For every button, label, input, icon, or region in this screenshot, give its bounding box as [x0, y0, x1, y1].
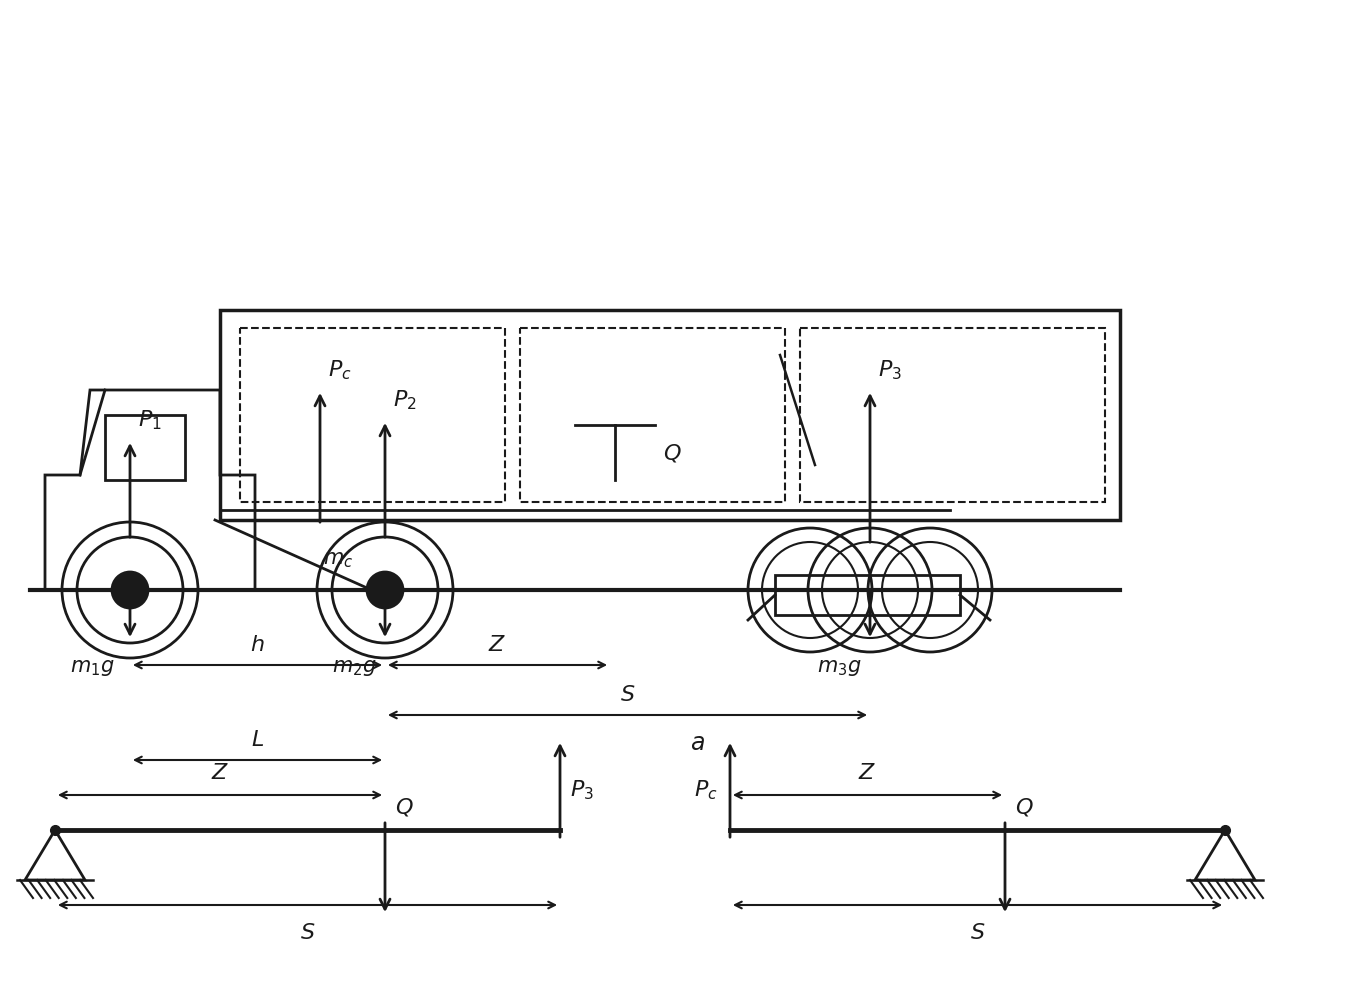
Text: $P_3$: $P_3$	[878, 358, 902, 382]
Bar	[520, 328, 785, 502]
Text: $Z$: $Z$	[489, 635, 507, 655]
Text: $P_c$: $P_c$	[694, 778, 717, 802]
Text: $Q$: $Q$	[663, 442, 682, 464]
Text: $a$: $a$	[690, 731, 705, 755]
Text: $P_c$: $P_c$	[328, 358, 351, 382]
Text: $S$: $S$	[300, 923, 315, 943]
Text: $P_2$: $P_2$	[393, 388, 416, 412]
Text: $S$: $S$	[620, 685, 635, 705]
Text: $h$: $h$	[250, 635, 265, 655]
Text: $P_1$: $P_1$	[138, 408, 162, 432]
Text: $S$: $S$	[970, 923, 985, 943]
Bar	[240, 328, 505, 502]
Text: $m_c$: $m_c$	[323, 550, 353, 570]
Text: $m_2g$: $m_2g$	[332, 658, 377, 678]
Text: $m_1g$: $m_1g$	[70, 658, 115, 678]
Circle shape	[112, 572, 149, 608]
Text: $Q$: $Q$	[394, 796, 413, 818]
Text: $m_3g$: $m_3g$	[817, 658, 862, 678]
Bar	[105, 415, 185, 480]
Bar	[800, 328, 1105, 502]
Circle shape	[367, 572, 403, 608]
Text: $Z$: $Z$	[211, 763, 230, 783]
Text: $Z$: $Z$	[858, 763, 877, 783]
Bar	[775, 575, 961, 615]
Text: $P_3$: $P_3$	[570, 778, 594, 802]
Text: $Q$: $Q$	[1015, 796, 1034, 818]
Bar	[220, 310, 1120, 520]
Text: $L$: $L$	[251, 730, 263, 750]
